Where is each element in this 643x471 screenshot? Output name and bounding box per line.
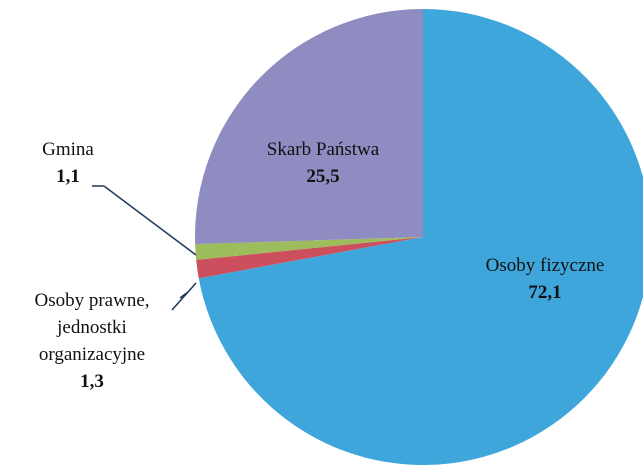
value-label: 1,1 <box>56 166 80 187</box>
leader-line <box>171 282 197 311</box>
slice-label: Osoby prawne, jednostki organizacyjne 1,3 <box>7 287 177 395</box>
category-name: Gmina <box>42 139 94 160</box>
category-name: Osoby fizyczne <box>485 255 605 276</box>
pie-slice <box>198 9 643 465</box>
pie-slice <box>195 237 423 260</box>
slice-label: Osoby fizyczne 72,1 <box>445 252 643 306</box>
value-label: 72,1 <box>528 282 562 303</box>
value-label: 25,5 <box>306 166 340 187</box>
pie-slice <box>196 237 423 279</box>
leader-line <box>179 291 189 299</box>
value-label: 1,3 <box>80 371 104 392</box>
category-name: Osoby prawne, jednostki organizacyjne <box>34 290 150 365</box>
slice-label: Skarb Państwa 25,5 <box>223 136 423 190</box>
leader-line <box>103 185 197 256</box>
pie-slice <box>194 9 423 245</box>
category-name: Skarb Państwa <box>266 139 380 160</box>
slice-label: Gmina 1,1 <box>8 136 128 190</box>
